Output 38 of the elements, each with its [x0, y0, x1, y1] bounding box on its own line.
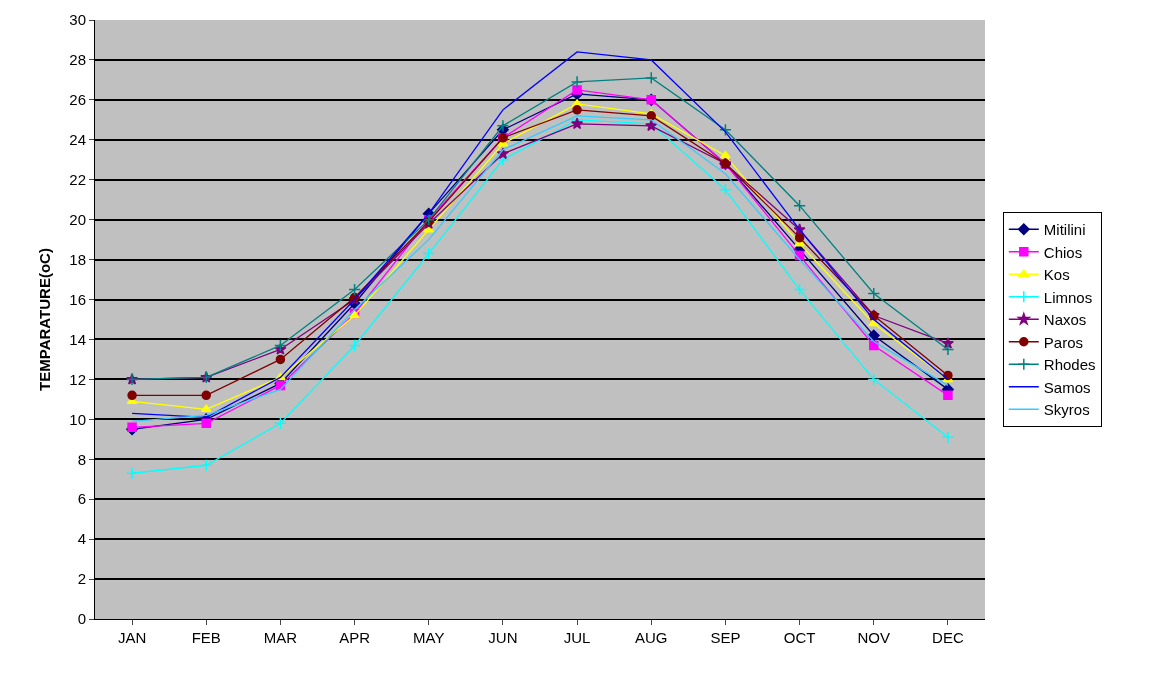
y-tick-label: 4 — [77, 530, 86, 548]
legend-label: Naxos — [1043, 311, 1087, 329]
y-tick-label: 14 — [69, 330, 86, 348]
x-tick-label: NOV — [857, 629, 891, 646]
legend-label: Mitilini — [1043, 221, 1086, 239]
x-tick-label: JUL — [563, 629, 591, 646]
y-tick-label: 26 — [69, 91, 86, 109]
y-tick-label: 16 — [69, 290, 86, 308]
y-tick-label: 28 — [69, 51, 86, 69]
legend-label: Paros — [1043, 333, 1083, 351]
y-tick-label: 8 — [77, 450, 86, 468]
x-tick-label: MAR — [263, 629, 298, 646]
legend-label: Chios — [1043, 243, 1083, 261]
y-tick-label: 2 — [77, 570, 86, 588]
y-tick-label: 30 — [69, 11, 86, 29]
y-tick-label: 0 — [77, 610, 86, 628]
x-tick-label: SEP — [710, 629, 741, 646]
y-tick-label: 22 — [69, 170, 86, 188]
y-tick-label: 6 — [77, 490, 86, 508]
x-tick-label: DEC — [932, 629, 964, 646]
x-tick-label: MAY — [413, 629, 445, 646]
x-tick-label: AUG — [634, 629, 668, 646]
x-tick-label: JAN — [117, 629, 147, 646]
legend-label: Limnos — [1043, 288, 1093, 306]
x-tick-label: OCT — [783, 629, 816, 646]
legend-label: Rhodes — [1043, 356, 1096, 374]
legend-label: Kos — [1043, 266, 1070, 284]
x-tick-label: APR — [339, 629, 371, 646]
y-tick-label: 20 — [69, 210, 86, 228]
x-tick-label: FEB — [191, 629, 221, 646]
y-tick-label: 18 — [69, 250, 86, 268]
y-axis-title: TEMPARATURE(oC) — [35, 248, 53, 391]
legend-label: Samos — [1043, 378, 1091, 396]
legend-label: Skyros — [1043, 401, 1090, 419]
y-tick-label: 10 — [69, 410, 86, 428]
x-tick-label: JUN — [488, 629, 518, 646]
y-tick-label: 12 — [69, 370, 86, 388]
y-tick-label: 24 — [69, 131, 86, 149]
